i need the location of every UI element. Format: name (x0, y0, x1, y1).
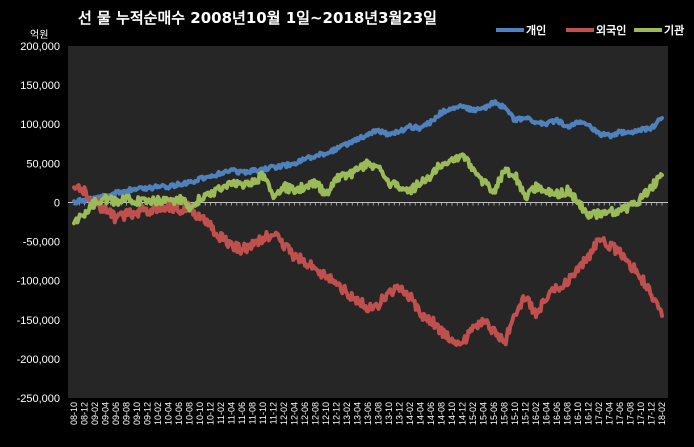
x-tick-label: 14-10 (447, 402, 457, 425)
x-tick-label: 12-08 (311, 402, 321, 425)
x-tick-label: 15-06 (489, 402, 499, 425)
x-tick-label: 09-12 (143, 402, 153, 425)
x-tick-label: 15-02 (468, 402, 478, 425)
plot-area (68, 46, 668, 398)
y-axis: 200,000 150,000 100,000 50,000 0 -50,000 -100,… (17, 41, 60, 405)
x-tick-label: 12-04 (290, 402, 300, 425)
x-tick-label: 16-10 (573, 402, 583, 425)
x-tick-label: 13-06 (363, 402, 373, 425)
legend-label: 외국인 (596, 23, 626, 37)
x-tick-label: 12-02 (279, 402, 289, 425)
x-tick-label: 15-12 (521, 402, 531, 425)
y-axis-unit: 억원 (30, 29, 48, 41)
x-tick-label: 17-12 (647, 402, 657, 425)
x-tick-label: 16-04 (542, 402, 552, 425)
x-tick-label: 11-06 (237, 402, 247, 424)
x-tick-label: 11-04 (227, 402, 237, 424)
x-tick-label: 13-02 (342, 402, 352, 425)
x-tick-label: 10-04 (164, 402, 174, 425)
x-tick-label: 14-06 (426, 402, 436, 425)
y-tick-label: -50,000 (23, 237, 60, 249)
x-tick-label: 11-12 (269, 402, 279, 424)
x-tick-label: 10-08 (185, 402, 195, 425)
y-tick-label: 200,000 (20, 41, 60, 53)
x-tick-label: 13-10 (384, 402, 394, 425)
x-tick-label: 16-06 (552, 402, 562, 425)
x-tick-label: 14-02 (405, 402, 415, 425)
x-tick-label: 10-02 (153, 402, 163, 425)
series-line-2 (72, 183, 664, 347)
x-tick-label: 12-12 (332, 402, 342, 425)
x-tick-label: 09-04 (101, 402, 111, 425)
series-layer (72, 99, 664, 347)
x-tick-label: 14-04 (416, 402, 426, 425)
x-tick-label: 11-02 (216, 402, 226, 424)
y-tick-label: -150,000 (17, 315, 60, 327)
legend-label: 개인 (526, 23, 546, 37)
x-tick-label: 11-08 (248, 402, 258, 424)
x-tick-label: 12-06 (300, 402, 310, 425)
x-tick-label: 17-04 (605, 402, 615, 425)
x-tick-label: 09-10 (132, 402, 142, 425)
series-line-3 (72, 152, 664, 226)
y-tick-label: -100,000 (17, 276, 60, 288)
x-tick-label: 10-06 (174, 402, 184, 425)
x-tick-label: 17-06 (615, 402, 625, 425)
y-tick-label: 100,000 (20, 119, 60, 131)
x-tick-label: 08-10 (69, 402, 79, 425)
x-tick-label: 16-08 (563, 402, 573, 425)
x-tick-label: 14-12 (458, 402, 468, 425)
x-tick-label: 14-08 (437, 402, 447, 425)
x-tick-label: 13-04 (353, 402, 363, 425)
x-tick-label: 13-12 (395, 402, 405, 425)
x-tick-label: 10-12 (206, 402, 216, 425)
x-tick-label: 15-08 (500, 402, 510, 425)
x-tick-label: 12-10 (321, 402, 331, 425)
x-tick-label: 10-10 (195, 402, 205, 425)
x-axis: 08-10 08-12 09-02 09-04 09-06 09-08 09-10 09-12… (68, 201, 668, 425)
x-tick-label: 16-12 (584, 402, 594, 425)
x-tick-label: 09-08 (122, 402, 132, 425)
x-tick-label: 13-08 (374, 402, 384, 425)
y-tick-label: 0 (54, 197, 60, 209)
legend-label: 기관 (664, 23, 684, 37)
x-tick-label: 17-02 (594, 402, 604, 425)
y-tick-label: 150,000 (20, 80, 60, 92)
x-tick-label: 16-02 (531, 402, 541, 425)
series-line-1 (72, 99, 664, 206)
x-tick-label: 15-10 (510, 402, 520, 425)
x-tick-label: 18-02 (657, 402, 667, 425)
chart-title: 선 물 누적순매수 2008년10월 1일~2018년3월23일 (78, 9, 437, 27)
y-tick-label: -200,000 (17, 354, 60, 366)
x-tick-label: 08-12 (80, 402, 90, 425)
x-tick-label: 17-10 (636, 402, 646, 425)
x-tick-label: 11-10 (258, 402, 268, 424)
x-tick-label: 09-06 (111, 402, 121, 425)
x-tick-label: 15-04 (479, 402, 489, 425)
x-tick-label: 09-02 (90, 402, 100, 425)
y-tick-label: 50,000 (26, 158, 60, 170)
legend: 개인 외국인 기관 (496, 23, 684, 37)
y-tick-label: -250,000 (17, 393, 60, 405)
x-tick-label: 17-08 (626, 402, 636, 425)
